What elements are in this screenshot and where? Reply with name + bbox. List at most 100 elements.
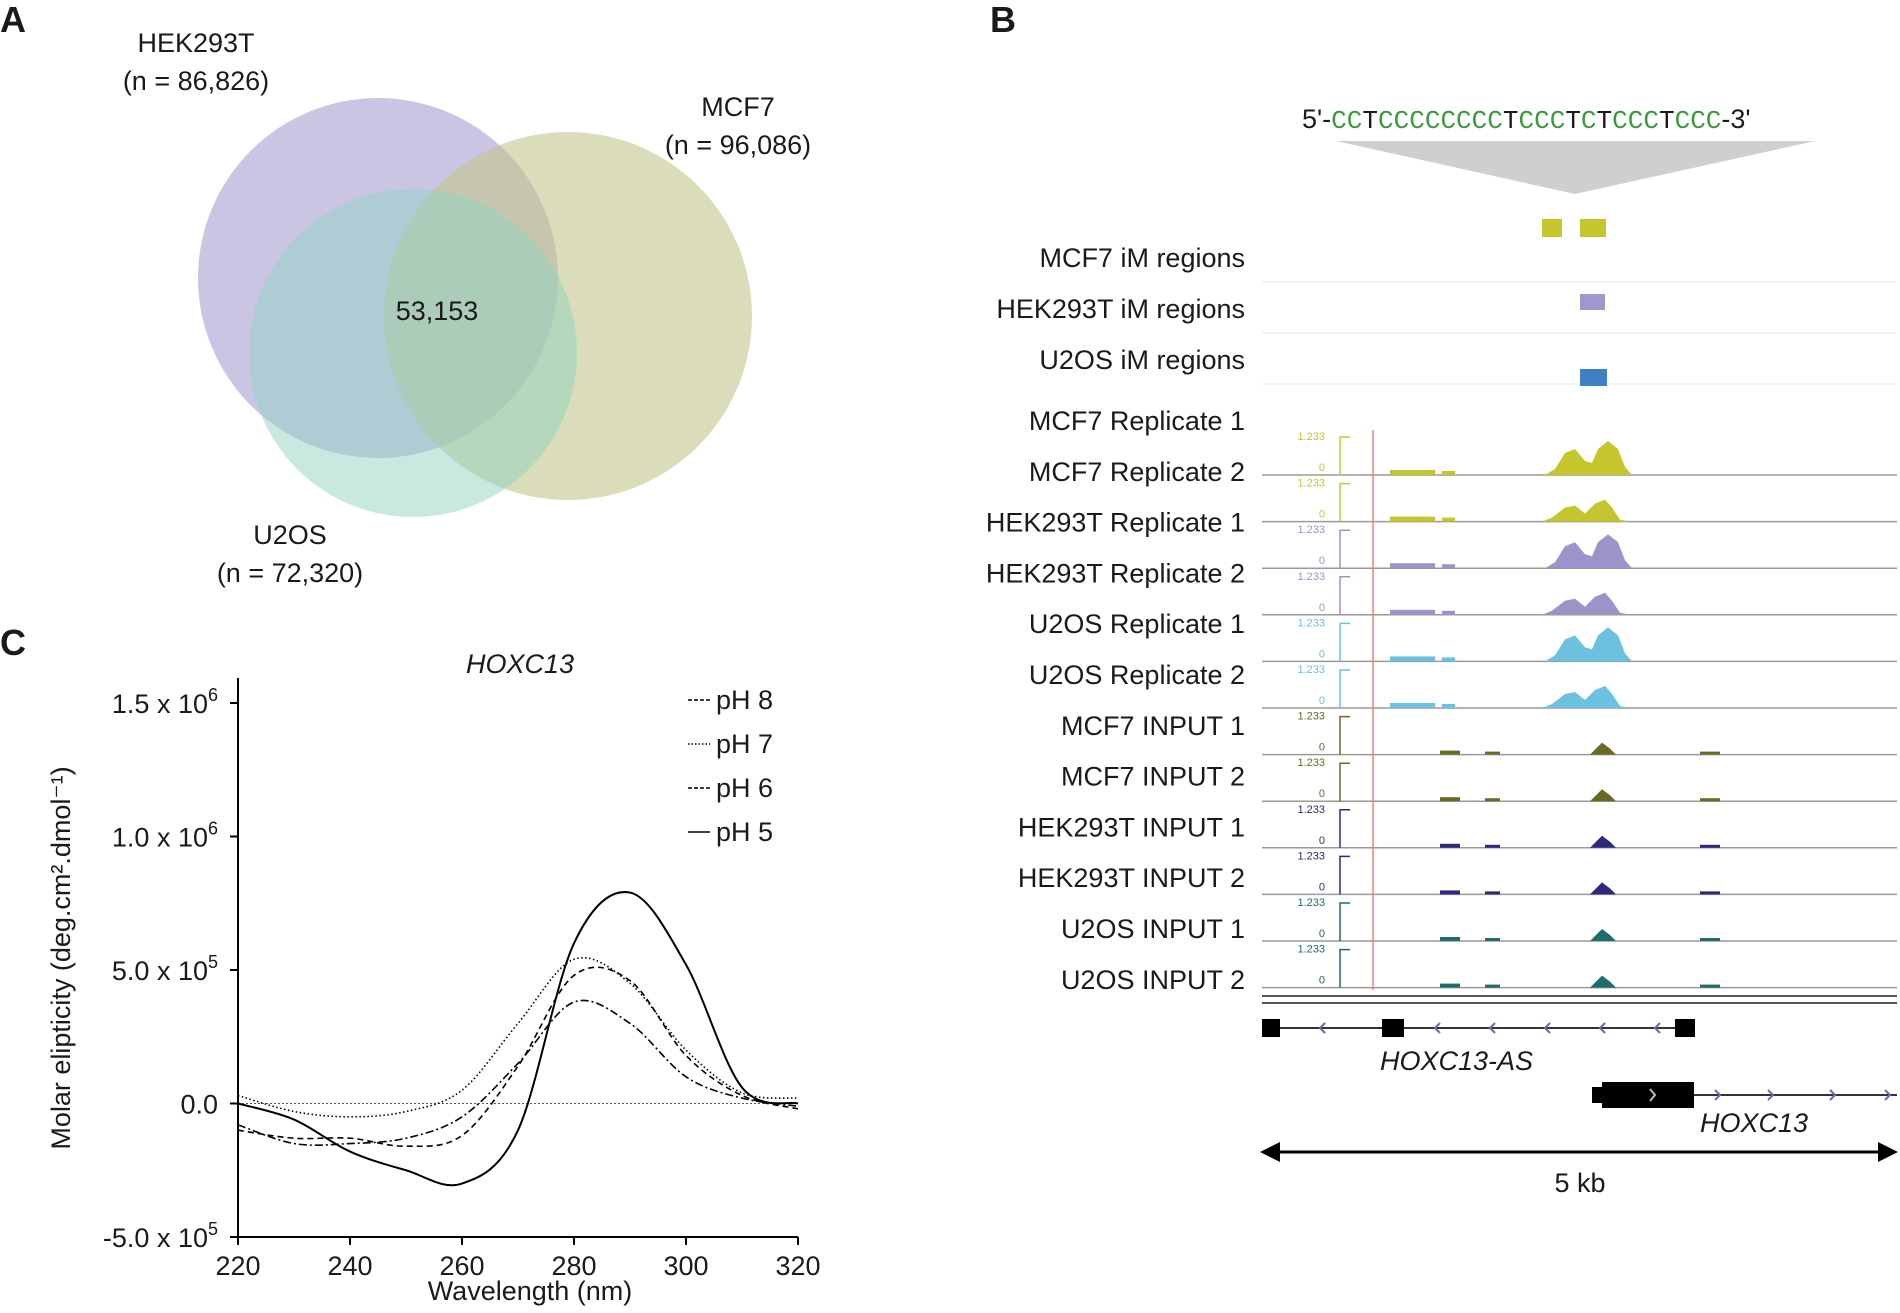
signal-bump — [1442, 471, 1455, 475]
track-scale-max: 1.233 — [1297, 664, 1325, 676]
scale-bar-label: 5 kb — [1554, 1168, 1605, 1198]
x-axis-label: Wavelength (nm) — [428, 1276, 633, 1306]
legend-label: pH 7 — [716, 729, 773, 759]
sequence-base: T — [1565, 106, 1581, 136]
sequence-base: C — [1331, 106, 1347, 136]
y-axis-label: Molar elipticity (deg.cm².dmol⁻¹) — [46, 766, 76, 1149]
signal-bump — [1700, 891, 1720, 895]
signal-bump — [1442, 657, 1455, 662]
track-scale-max: 1.233 — [1297, 944, 1325, 956]
sequence-base: C — [1675, 106, 1691, 136]
track-label: HEK293T Replicate 2 — [986, 558, 1245, 588]
x-tick-label: 300 — [663, 1251, 708, 1281]
track-scale-max: 1.233 — [1297, 757, 1325, 769]
track-scale-bracket — [1339, 529, 1350, 569]
track-label: U2OS iM regions — [1039, 345, 1245, 375]
track-scale-min: 0 — [1319, 881, 1325, 893]
sequence-base: C — [1425, 106, 1441, 136]
sequence-base: C — [1581, 106, 1597, 136]
track-scale-bracket — [1339, 482, 1350, 522]
chart-legend: pH 8 pH 7 pH 6 pH 5 — [688, 685, 773, 847]
sequence-suffix: -3' — [1721, 104, 1750, 134]
track-scale-bracket — [1339, 436, 1350, 475]
track-scale-min: 0 — [1319, 555, 1325, 567]
track-label: HEK293T iM regions — [996, 294, 1245, 324]
hoxc13-as-exon — [1262, 1019, 1280, 1037]
venn-count-hek293t: (n = 86,826) — [123, 66, 269, 96]
signal-peak — [1590, 975, 1616, 988]
track-scale-min: 0 — [1319, 509, 1325, 521]
signal-bump — [1485, 984, 1500, 988]
signal-bump — [1700, 751, 1720, 755]
sequence-base: T — [1659, 106, 1675, 136]
track-scale-bracket — [1339, 948, 1350, 988]
sequence-base: C — [1534, 106, 1550, 136]
track-scale-bracket — [1339, 622, 1350, 662]
venn-label-u2os: U2OS — [253, 520, 327, 550]
signal-bump — [1485, 798, 1500, 802]
cd-curves — [237, 891, 799, 1187]
sequence-base: C — [1409, 106, 1425, 136]
signal-peak — [1590, 929, 1616, 941]
track-label: HEK293T INPUT 2 — [1018, 863, 1245, 893]
sequence-header: 5'-CCTCCCCCCCCTCCCTCTCCCTCCC-3' — [1302, 104, 1751, 136]
signal-bump — [1390, 703, 1435, 708]
chart-title: HOXC13 — [466, 649, 574, 679]
hoxc13-exon-arrow — [1649, 1088, 1657, 1102]
hoxc13-strand-arrows — [1714, 1089, 1892, 1101]
signal-bump — [1700, 844, 1720, 848]
panel-label-c: C — [0, 622, 26, 663]
track-scale-max: 1.233 — [1297, 711, 1325, 723]
y-tick-label: 5.0 x 105 — [112, 952, 218, 986]
signal-bump — [1700, 798, 1720, 802]
track-scale-bracket — [1339, 576, 1350, 615]
y-tick-label: -5.0 x 105 — [103, 1219, 218, 1253]
hoxc13-exon — [1602, 1082, 1694, 1108]
sequence-base: C — [1394, 106, 1410, 136]
track-scale-min: 0 — [1319, 975, 1325, 987]
track-label: HEK293T INPUT 1 — [1018, 812, 1245, 842]
sequence-base: T — [1362, 106, 1378, 136]
track-scale-min: 0 — [1319, 462, 1325, 474]
signal-bump — [1390, 656, 1435, 662]
curve-ph-5 — [237, 891, 799, 1187]
signal-bump — [1485, 891, 1500, 895]
venn-circle-u2os — [249, 189, 577, 517]
signal-peak — [1542, 499, 1630, 522]
sequence-base: C — [1347, 106, 1363, 136]
gene-label-hoxc13: HOXC13 — [1700, 1108, 1808, 1138]
mcf7-region-block — [1542, 219, 1562, 237]
dna-sequence: 5'-CCTCCCCCCCCTCCCTCTCCCTCCC-3' — [1302, 104, 1751, 136]
mcf7-region-block — [1580, 219, 1606, 237]
legend-label: pH 5 — [716, 817, 773, 847]
sequence-base: C — [1643, 106, 1659, 136]
track-scale-bracket — [1339, 762, 1350, 802]
signal-bump — [1390, 516, 1435, 522]
curve-ph-7 — [237, 957, 799, 1118]
sequence-base: C — [1378, 106, 1394, 136]
sequence-base: C — [1628, 106, 1644, 136]
track-scale-max: 1.233 — [1297, 897, 1325, 909]
hoxc13-utr — [1592, 1087, 1604, 1103]
signal-bump — [1390, 470, 1435, 475]
signal-peak — [1542, 686, 1630, 708]
hoxc13-as-exon — [1675, 1019, 1695, 1037]
panel-label-a: A — [0, 0, 26, 40]
signal-peak — [1542, 592, 1630, 615]
track-scale-min: 0 — [1319, 648, 1325, 660]
hoxc13-as-strand-arrows — [1318, 1022, 1661, 1034]
scale-bar-left-arrow — [1260, 1142, 1280, 1162]
signal-bump — [1442, 610, 1455, 615]
y-tick-label: 1.0 x 106 — [112, 819, 218, 853]
track-label: U2OS INPUT 2 — [1061, 965, 1245, 995]
hek293t-region-block — [1580, 294, 1605, 310]
scale-bar-right-arrow — [1878, 1142, 1898, 1162]
sequence-prefix: 5'- — [1302, 104, 1331, 134]
track-scale-min: 0 — [1319, 835, 1325, 847]
track-scale-min: 0 — [1319, 742, 1325, 754]
track-scale-max: 1.233 — [1297, 571, 1325, 583]
signal-bump — [1440, 843, 1460, 848]
legend-label: pH 6 — [716, 773, 773, 803]
sequence-base: C — [1472, 106, 1488, 136]
signal-bump — [1390, 563, 1435, 569]
